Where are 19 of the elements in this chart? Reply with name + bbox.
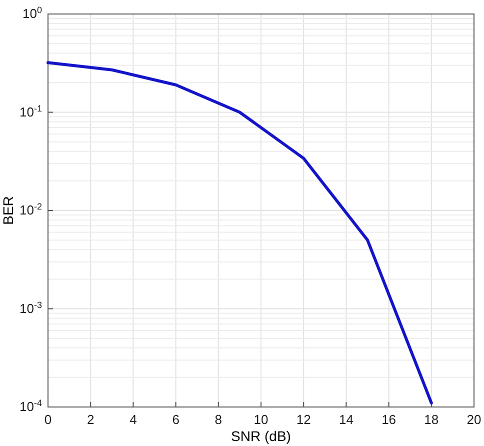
x-tick-label: 4 <box>130 412 137 428</box>
x-tick-label: 2 <box>86 412 94 428</box>
x-tick-label: 12 <box>296 412 311 428</box>
x-axis-title: SNR (dB) <box>231 428 291 444</box>
x-tick-label: 18 <box>424 412 439 428</box>
y-tick-label: 10$^{-4}$ <box>20 398 42 414</box>
y-axis-title: BER <box>0 196 16 225</box>
x-tick-label: 20 <box>466 412 482 428</box>
y-tick-label: 10$^{-3}$ <box>20 300 42 316</box>
y-tick-label: 10$^{0}$ <box>22 5 42 22</box>
x-tick-label: 10 <box>254 412 268 428</box>
x-tick-label: 6 <box>172 412 180 428</box>
x-tick-label: 16 <box>382 412 396 428</box>
x-tick-label: 14 <box>338 412 354 428</box>
x-tick-label: 0 <box>44 412 52 428</box>
line-series <box>46 61 433 404</box>
y-tick-label: 10$^{-2}$ <box>20 202 42 218</box>
y-tick-label: 10$^{-1}$ <box>20 103 42 120</box>
x-tick-label: 8 <box>214 412 222 428</box>
